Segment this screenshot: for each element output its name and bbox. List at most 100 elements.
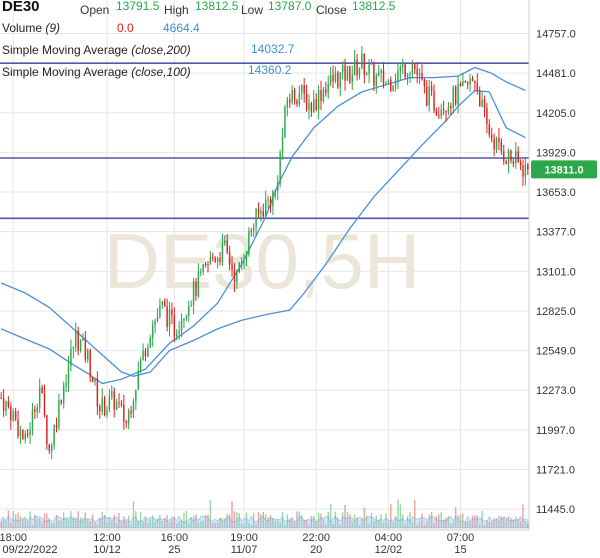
volume-bar [132,501,135,528]
candle-body [12,411,14,421]
candle-body [313,99,315,113]
candle-body [212,257,214,259]
volume-bar [416,524,418,528]
volume-bar [423,524,426,528]
volume-bar [483,524,486,528]
candle-body [166,306,168,328]
candle-body [459,83,462,87]
candle-body [94,378,96,382]
volume-bar [459,514,462,528]
volume-bar [495,518,498,528]
volume-bar [216,522,219,528]
indicator-params: (9) [45,21,61,35]
candle-body [10,406,12,421]
volume-bar [168,521,171,528]
candle-body [447,106,450,113]
candle-body [202,263,204,272]
y-tick-label: 13101.0 [536,266,576,278]
volume-bar [188,523,190,528]
volume-bar [257,512,260,528]
volume-bar [464,521,466,528]
volume-bar [101,511,103,528]
volume-bar [19,515,22,528]
candle-body [454,86,457,105]
candle-body [310,103,313,113]
volume-bar [36,518,38,528]
candle-body [14,411,17,420]
volume-bar [428,514,430,528]
volume-indicator-label: Volume (9) [2,21,60,35]
volume-bar [137,520,139,528]
high-value: 13812.5 [195,0,239,13]
volume-bar [426,521,428,528]
volume-bar [243,524,245,528]
indicator-name: Simple Moving Average [2,43,128,57]
sma-200-label: Simple Moving Average (close,200) [2,43,191,57]
candle-body [130,410,132,414]
candle-body [29,429,31,436]
volume-bar [130,524,132,528]
volume-bar [14,514,17,528]
candle-body [498,138,500,143]
volume-bar [296,511,298,528]
volume-bar [440,512,442,528]
volume-bar [414,500,416,528]
volume-bar [108,516,111,528]
candle-body [510,150,512,161]
volume-bar [387,522,390,528]
candle-body [245,253,248,262]
candle-body [260,210,262,214]
volume-bar [94,521,96,528]
volume-bar [111,520,113,528]
candle-body [43,393,46,415]
candle-body [404,64,406,78]
volume-value-red: 0.0 [117,21,134,35]
x-tick-time-label: 04:00 [375,532,403,544]
y-tick-label: 12549.0 [536,346,576,358]
candle-body [156,316,159,322]
candle-body [123,404,125,422]
candle-body [226,240,228,253]
volume-bar [411,522,414,528]
candle-body [180,320,183,331]
candle-body [58,400,60,428]
candle-body [428,86,430,106]
volume-bar [421,513,423,528]
candle-body [308,103,310,110]
volume-bar [245,512,248,528]
volume-bar [34,514,36,528]
volume-bar [310,515,313,528]
volume-bar [96,524,99,528]
volume-bar [63,512,65,528]
candle-body [5,401,7,411]
volume-bar [317,512,320,528]
volume-bar [454,507,457,528]
candle-body [22,429,24,440]
volume-bar [517,518,519,528]
candle-body [262,210,265,217]
candle-body [125,421,127,424]
sma-100-value: 14360.2 [248,63,292,77]
volume-bar [139,511,142,528]
candle-body [144,350,147,357]
low-value: 13787.0 [268,0,312,13]
candle-body [325,89,327,94]
indicator-name: Volume [2,21,43,35]
candle-body [524,164,527,177]
candle-body [36,407,38,413]
volume-bar [125,520,127,528]
volume-bar [118,512,120,528]
candle-body [99,406,101,412]
candle-body [341,64,344,73]
volume-bar [77,511,79,528]
volume-bar [260,514,262,528]
volume-bar [435,516,438,528]
volume-bar [291,517,293,528]
volume-bar [89,521,91,528]
volume-bar [166,515,168,528]
candle-body [339,72,341,88]
candle-body [79,340,82,351]
volume-bar [224,518,226,528]
volume-bar [498,519,500,528]
